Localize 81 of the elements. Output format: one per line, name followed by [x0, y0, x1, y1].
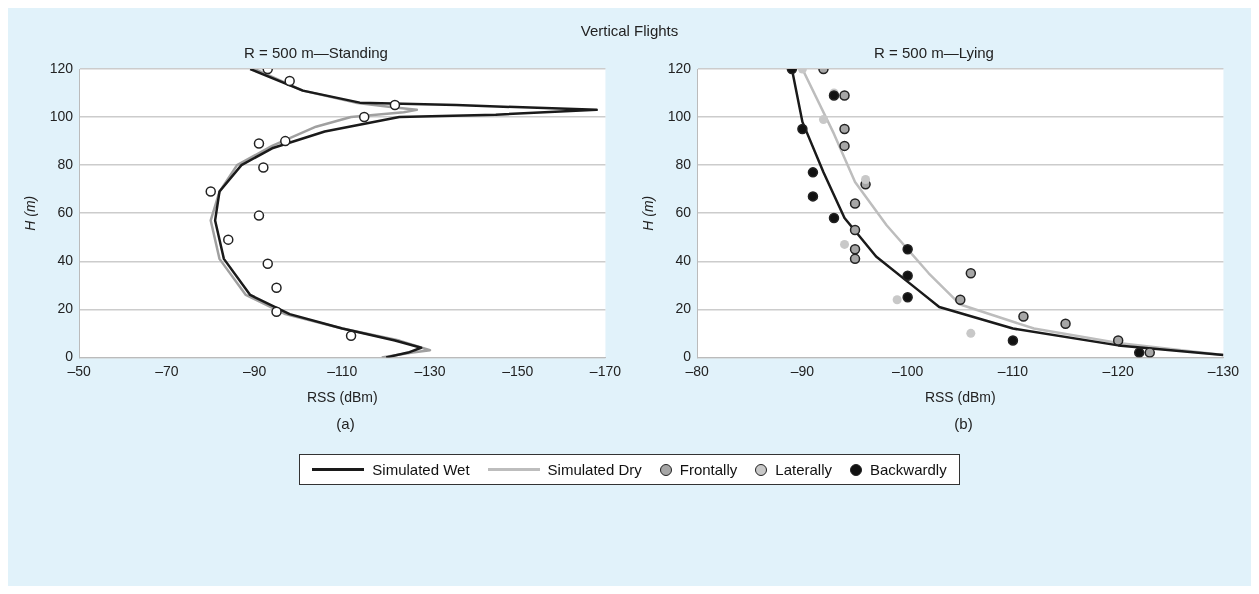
point	[849, 244, 860, 255]
point	[901, 270, 913, 281]
point	[204, 186, 216, 197]
point	[1144, 347, 1155, 358]
point	[828, 212, 839, 224]
legend-label: Backwardly	[870, 461, 947, 478]
x-tick-label: –90	[790, 362, 814, 379]
x-tick-label: –150	[501, 362, 533, 379]
y-tick-label: 40	[57, 252, 73, 269]
point	[345, 330, 356, 342]
x-tick-label: –80	[684, 362, 709, 379]
point	[796, 123, 808, 135]
point	[954, 294, 966, 305]
point	[849, 253, 860, 265]
text: (b)	[953, 415, 974, 432]
x-tick-label: –50	[66, 362, 91, 379]
point	[965, 268, 976, 279]
point	[838, 90, 850, 101]
y-axis-title: H (m)	[639, 195, 656, 231]
point	[261, 258, 273, 269]
y-tick-label: 100	[667, 107, 691, 124]
y-tick-label: 120	[49, 59, 73, 76]
text: (a)	[335, 415, 356, 432]
y-tick-label: 20	[57, 300, 73, 317]
y-tick-label: 100	[49, 107, 73, 124]
x-tick-label: –130	[1207, 362, 1239, 379]
x-tick-label: –130	[413, 362, 446, 379]
y-tick-label: 60	[675, 204, 691, 221]
point	[253, 138, 264, 149]
y-tick-label: 40	[675, 252, 691, 269]
point	[279, 135, 291, 147]
point	[838, 140, 850, 152]
legend-label: Simulated Dry	[547, 461, 642, 478]
y-tick-label: 0	[64, 348, 73, 365]
legend-label: Frontally	[679, 461, 738, 478]
y-axis-title: H (m)	[21, 195, 38, 231]
point	[818, 114, 828, 124]
point	[901, 244, 913, 255]
point	[222, 234, 234, 245]
x-tick-label: –110	[326, 362, 358, 379]
y-tick-label: 80	[57, 155, 73, 172]
point	[860, 175, 870, 185]
legend-label: Laterally	[775, 461, 832, 478]
point	[389, 99, 400, 111]
point	[257, 162, 269, 173]
point	[1017, 311, 1029, 322]
x-tick-label: –170	[589, 362, 621, 379]
point	[807, 191, 818, 202]
point	[838, 123, 850, 135]
legend-label: Simulated Wet	[372, 461, 470, 478]
x-axis-title: RSS (dBm)	[306, 389, 378, 406]
point	[358, 111, 369, 123]
chart-title: Vertical Flights	[579, 22, 680, 39]
point	[1112, 335, 1123, 346]
point	[1059, 318, 1071, 329]
point	[807, 167, 818, 178]
chart-subtitle: R = 500 m—Standing	[243, 44, 388, 62]
y-tick-label: 0	[682, 348, 691, 365]
chart-subtitle: R = 500 m—Lying	[873, 44, 994, 62]
x-tick-label: –110	[997, 362, 1028, 379]
point	[849, 224, 860, 236]
point	[901, 292, 913, 303]
y-tick-label: 20	[675, 300, 691, 317]
x-tick-label: –120	[1102, 362, 1134, 379]
point	[849, 198, 860, 209]
x-tick-label: –100	[891, 362, 923, 379]
point	[253, 210, 264, 221]
x-tick-label: –70	[154, 362, 179, 379]
point	[1133, 347, 1144, 358]
y-tick-label: 80	[675, 155, 691, 172]
point	[839, 239, 849, 249]
point	[965, 328, 975, 338]
point	[270, 282, 282, 293]
y-tick-label: 120	[667, 59, 691, 76]
point	[1007, 335, 1018, 346]
x-tick-label: –90	[242, 362, 266, 379]
y-tick-label: 60	[57, 204, 73, 221]
point	[283, 75, 295, 87]
x-axis-title: RSS (dBm)	[924, 389, 996, 406]
point	[892, 295, 902, 305]
point	[270, 306, 282, 317]
